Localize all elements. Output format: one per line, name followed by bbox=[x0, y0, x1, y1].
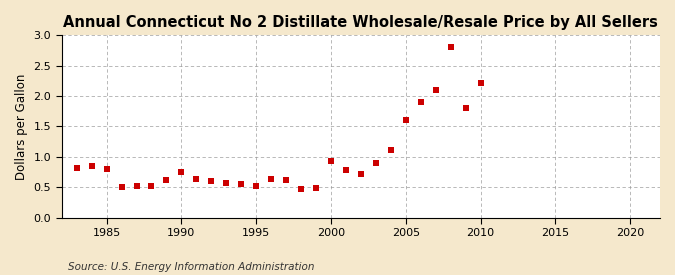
Point bbox=[340, 168, 351, 172]
Point bbox=[296, 187, 306, 191]
Point bbox=[356, 172, 367, 176]
Point bbox=[146, 184, 157, 188]
Point bbox=[281, 178, 292, 182]
Point bbox=[325, 159, 336, 163]
Point bbox=[116, 185, 127, 189]
Point bbox=[266, 177, 277, 182]
Point bbox=[131, 184, 142, 188]
Point bbox=[475, 81, 486, 85]
Point bbox=[101, 167, 112, 171]
Point bbox=[72, 166, 82, 170]
Point bbox=[430, 88, 441, 92]
Point bbox=[86, 164, 97, 168]
Point bbox=[415, 100, 426, 104]
Point bbox=[371, 161, 381, 165]
Point bbox=[236, 182, 246, 186]
Point bbox=[310, 186, 321, 191]
Point bbox=[176, 170, 187, 174]
Point bbox=[161, 178, 172, 182]
Point bbox=[191, 177, 202, 182]
Point bbox=[446, 45, 456, 50]
Title: Annual Connecticut No 2 Distillate Wholesale/Resale Price by All Sellers: Annual Connecticut No 2 Distillate Whole… bbox=[63, 15, 658, 30]
Point bbox=[385, 147, 396, 152]
Y-axis label: Dollars per Gallon: Dollars per Gallon bbox=[15, 73, 28, 180]
Point bbox=[250, 184, 261, 188]
Text: Source: U.S. Energy Information Administration: Source: U.S. Energy Information Administ… bbox=[68, 262, 314, 272]
Point bbox=[221, 181, 232, 185]
Point bbox=[206, 179, 217, 183]
Point bbox=[400, 118, 411, 123]
Point bbox=[460, 106, 471, 111]
